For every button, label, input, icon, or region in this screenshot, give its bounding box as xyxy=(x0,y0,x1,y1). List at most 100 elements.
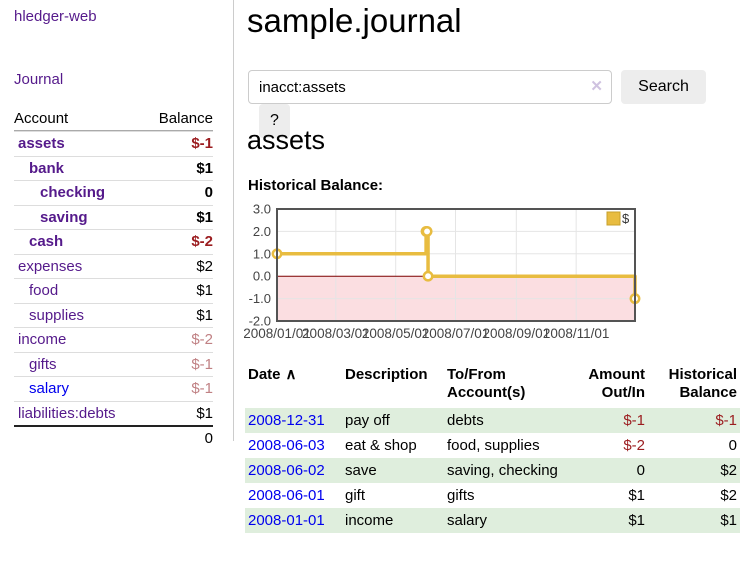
transaction-date-link[interactable]: 2008-06-03 xyxy=(248,437,325,454)
search-button[interactable]: Search xyxy=(621,70,706,104)
transaction-accounts: saving, checking xyxy=(447,462,558,479)
account-link-checking[interactable]: checking xyxy=(40,184,106,202)
transaction-accounts: debts xyxy=(447,412,484,429)
account-balance: $-1 xyxy=(191,380,213,398)
svg-text:0.0: 0.0 xyxy=(253,269,271,284)
transaction-balance: $1 xyxy=(720,512,737,529)
account-row-assets: assets $-1 xyxy=(14,131,213,156)
transaction-date-link[interactable]: 2008-12-31 xyxy=(248,412,325,429)
account-row-expenses: expenses $2 xyxy=(14,253,213,279)
account-row-checking: checking 0 xyxy=(14,180,213,205)
transaction-balance: $-1 xyxy=(715,412,737,429)
transaction-description: save xyxy=(345,462,377,479)
clear-search-icon[interactable]: ✕ xyxy=(590,78,603,95)
svg-text:2008/01/01: 2008/01/01 xyxy=(244,326,311,341)
account-link-supplies[interactable]: supplies xyxy=(29,306,85,324)
historical-balance-chart: 3.0 2.0 1.0 0.0 -1.0 -2.0 2008/01/01 2008/03/01… xyxy=(243,199,646,349)
account-balance: $1 xyxy=(196,208,213,226)
date-column-header[interactable]: Date ∧ xyxy=(248,366,297,383)
account-balance: $-1 xyxy=(191,355,213,373)
sort-ascending-icon: ∧ xyxy=(285,366,297,383)
account-link-bank[interactable]: bank xyxy=(29,159,65,177)
account-balance: $1 xyxy=(196,306,213,324)
svg-text:-2.0: -2.0 xyxy=(249,314,271,329)
account-link-income[interactable]: income xyxy=(18,331,67,349)
legend-swatch-icon xyxy=(606,211,621,226)
account-balance: $2 xyxy=(196,257,213,275)
svg-text:2008/07/01: 2008/07/01 xyxy=(422,326,490,341)
account-balance: $1 xyxy=(196,282,213,300)
account-link-cash[interactable]: cash xyxy=(29,233,64,251)
transaction-row: 2008-12-31 pay off debts $-1 $-1 xyxy=(245,408,740,433)
transaction-amount: $1 xyxy=(628,487,645,504)
account-row-cash: cash $-2 xyxy=(14,229,213,254)
svg-text:2008/11/01: 2008/11/01 xyxy=(543,326,610,341)
transaction-balance: $2 xyxy=(720,487,737,504)
transaction-date-link[interactable]: 2008-06-01 xyxy=(248,487,325,504)
account-row-liabilities-debts: liabilities:debts $1 xyxy=(14,400,213,426)
accounts-column-header: To/From Account(s) xyxy=(447,366,526,401)
account-link-gifts[interactable]: gifts xyxy=(29,355,57,373)
accounts-total-value: 0 xyxy=(204,429,213,447)
balance-column-header: Historical Balance xyxy=(668,366,737,401)
transaction-row: 2008-06-02 save saving, checking 0 $2 xyxy=(245,458,740,483)
account-link-liabilities-debts[interactable]: liabilities:debts xyxy=(18,404,116,422)
transaction-accounts: salary xyxy=(447,512,488,529)
app-title-link[interactable]: hledger-web xyxy=(14,8,97,25)
transaction-balance: $2 xyxy=(720,462,737,479)
transaction-balance: 0 xyxy=(728,437,737,454)
transaction-description: income xyxy=(345,512,394,529)
svg-text:-1.0: -1.0 xyxy=(249,291,271,306)
account-link-food[interactable]: food xyxy=(29,282,59,300)
balance-column-header: Balance xyxy=(158,110,213,127)
transaction-row: 2008-06-01 gift gifts $1 $2 xyxy=(245,483,740,508)
account-heading: assets xyxy=(247,125,326,155)
svg-text:2008/09/01: 2008/09/01 xyxy=(483,326,551,341)
search-form: ✕ Search ? xyxy=(248,70,742,138)
transaction-amount: $-1 xyxy=(623,412,645,429)
account-row-income: income $-2 xyxy=(14,327,213,352)
search-input[interactable] xyxy=(248,70,612,104)
account-balance: $1 xyxy=(196,404,213,422)
help-button[interactable]: ? xyxy=(259,104,290,138)
account-link-expenses[interactable]: expenses xyxy=(18,257,83,275)
account-row-salary: salary $-1 xyxy=(14,376,213,401)
account-link-assets[interactable]: assets xyxy=(18,135,65,153)
svg-text:2008/03/01: 2008/03/01 xyxy=(302,326,370,341)
account-row-saving: saving $1 xyxy=(14,204,213,230)
svg-text:2.0: 2.0 xyxy=(253,224,271,239)
accounts-balance-table: Account Balance assets $-1 bank $1 check… xyxy=(14,104,213,449)
transaction-accounts: food, supplies xyxy=(447,437,540,454)
account-balance: $-2 xyxy=(191,331,213,349)
account-row-gifts: gifts $-1 xyxy=(14,351,213,377)
transaction-date-link[interactable]: 2008-06-02 xyxy=(248,462,325,479)
transaction-accounts: gifts xyxy=(447,487,475,504)
account-row-supplies: supplies $1 xyxy=(14,302,213,328)
accounts-table-header: Account Balance xyxy=(14,104,213,131)
account-balance: $-1 xyxy=(191,135,213,153)
accounts-total-row: 0 xyxy=(14,425,213,449)
svg-text:1.0: 1.0 xyxy=(253,246,271,261)
transaction-description: pay off xyxy=(345,412,390,429)
transaction-row: 2008-06-03 eat & shop food, supplies $-2… xyxy=(245,433,740,458)
account-balance: $1 xyxy=(196,159,213,177)
description-column-header: Description xyxy=(345,366,428,383)
account-balance: 0 xyxy=(204,184,213,202)
account-row-bank: bank $1 xyxy=(14,155,213,181)
transaction-row: 2008-01-01 income salary $1 $1 xyxy=(245,508,740,533)
svg-text:3.0: 3.0 xyxy=(253,202,271,217)
amount-column-header: Amount Out/In xyxy=(588,366,645,401)
svg-text:2008/05/01: 2008/05/01 xyxy=(362,326,430,341)
page-title: sample.journal xyxy=(247,2,462,39)
transaction-description: eat & shop xyxy=(345,437,417,454)
transaction-amount: $1 xyxy=(628,512,645,529)
transaction-amount: 0 xyxy=(636,462,645,479)
transactions-header-row: Date ∧ Description To/From Account(s) Amo… xyxy=(245,362,740,408)
account-link-saving[interactable]: saving xyxy=(40,208,88,226)
transaction-date-link[interactable]: 2008-01-01 xyxy=(248,512,325,529)
account-balance: $-2 xyxy=(191,233,213,251)
transactions-table: Date ∧ Description To/From Account(s) Amo… xyxy=(245,362,740,533)
account-link-salary[interactable]: salary xyxy=(29,380,70,398)
sidebar-item-journal[interactable]: Journal xyxy=(14,71,64,88)
account-column-header: Account xyxy=(14,110,69,127)
